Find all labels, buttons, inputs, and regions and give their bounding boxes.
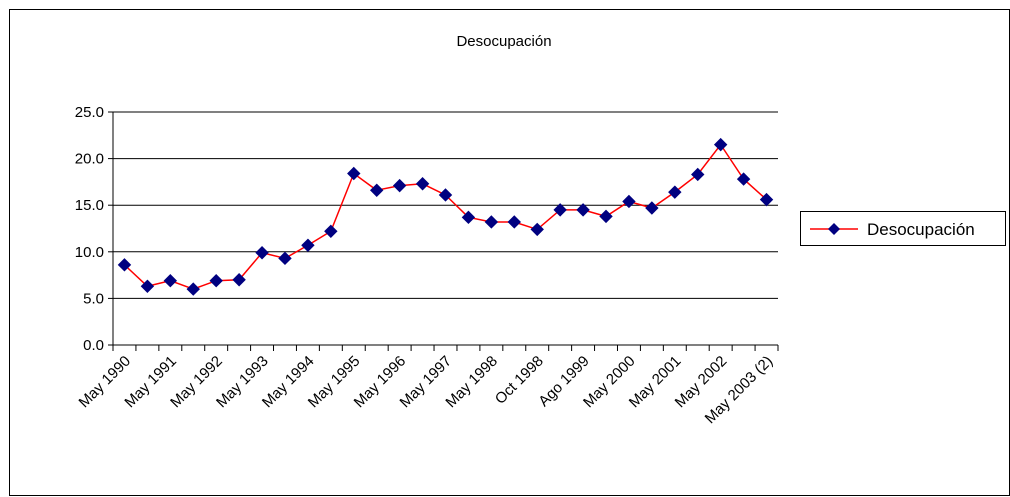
point-marker [576,203,590,217]
point-marker [530,222,544,237]
point-marker [209,273,223,288]
point-marker [415,177,430,191]
point-marker [759,192,774,207]
y-tick-label: 15.0 [75,197,104,214]
point-marker [599,209,613,224]
legend: Desocupación [800,211,1006,246]
point-marker [369,183,384,197]
point-marker [484,215,499,229]
y-tick-label: 5.0 [83,290,104,307]
point-marker [392,178,407,193]
y-tick-label: 10.0 [75,244,104,261]
point-marker [163,273,178,288]
point-marker [186,282,200,296]
point-marker [668,185,682,199]
point-marker [347,166,361,181]
point-marker [140,279,155,293]
y-tick-label: 0.0 [83,337,104,354]
point-marker [255,246,269,260]
point-marker [438,188,453,202]
y-tick-label: 20.0 [75,151,104,168]
point-marker [713,137,728,152]
point-marker [301,238,315,252]
point-marker [507,215,522,229]
y-tick-label: 25.0 [75,104,104,121]
point-marker [278,251,292,266]
point-marker [232,273,246,287]
legend-marker [828,223,840,235]
point-marker [645,201,659,215]
point-marker [461,210,476,225]
point-marker [691,167,705,182]
chart-title: Desocupación [456,33,551,50]
point-marker [622,194,636,209]
point-marker [553,203,567,217]
point-marker [324,224,338,239]
point-marker [736,172,751,186]
chart-border [9,9,1010,496]
point-marker [117,258,132,272]
legend-label: Desocupación [867,220,975,239]
